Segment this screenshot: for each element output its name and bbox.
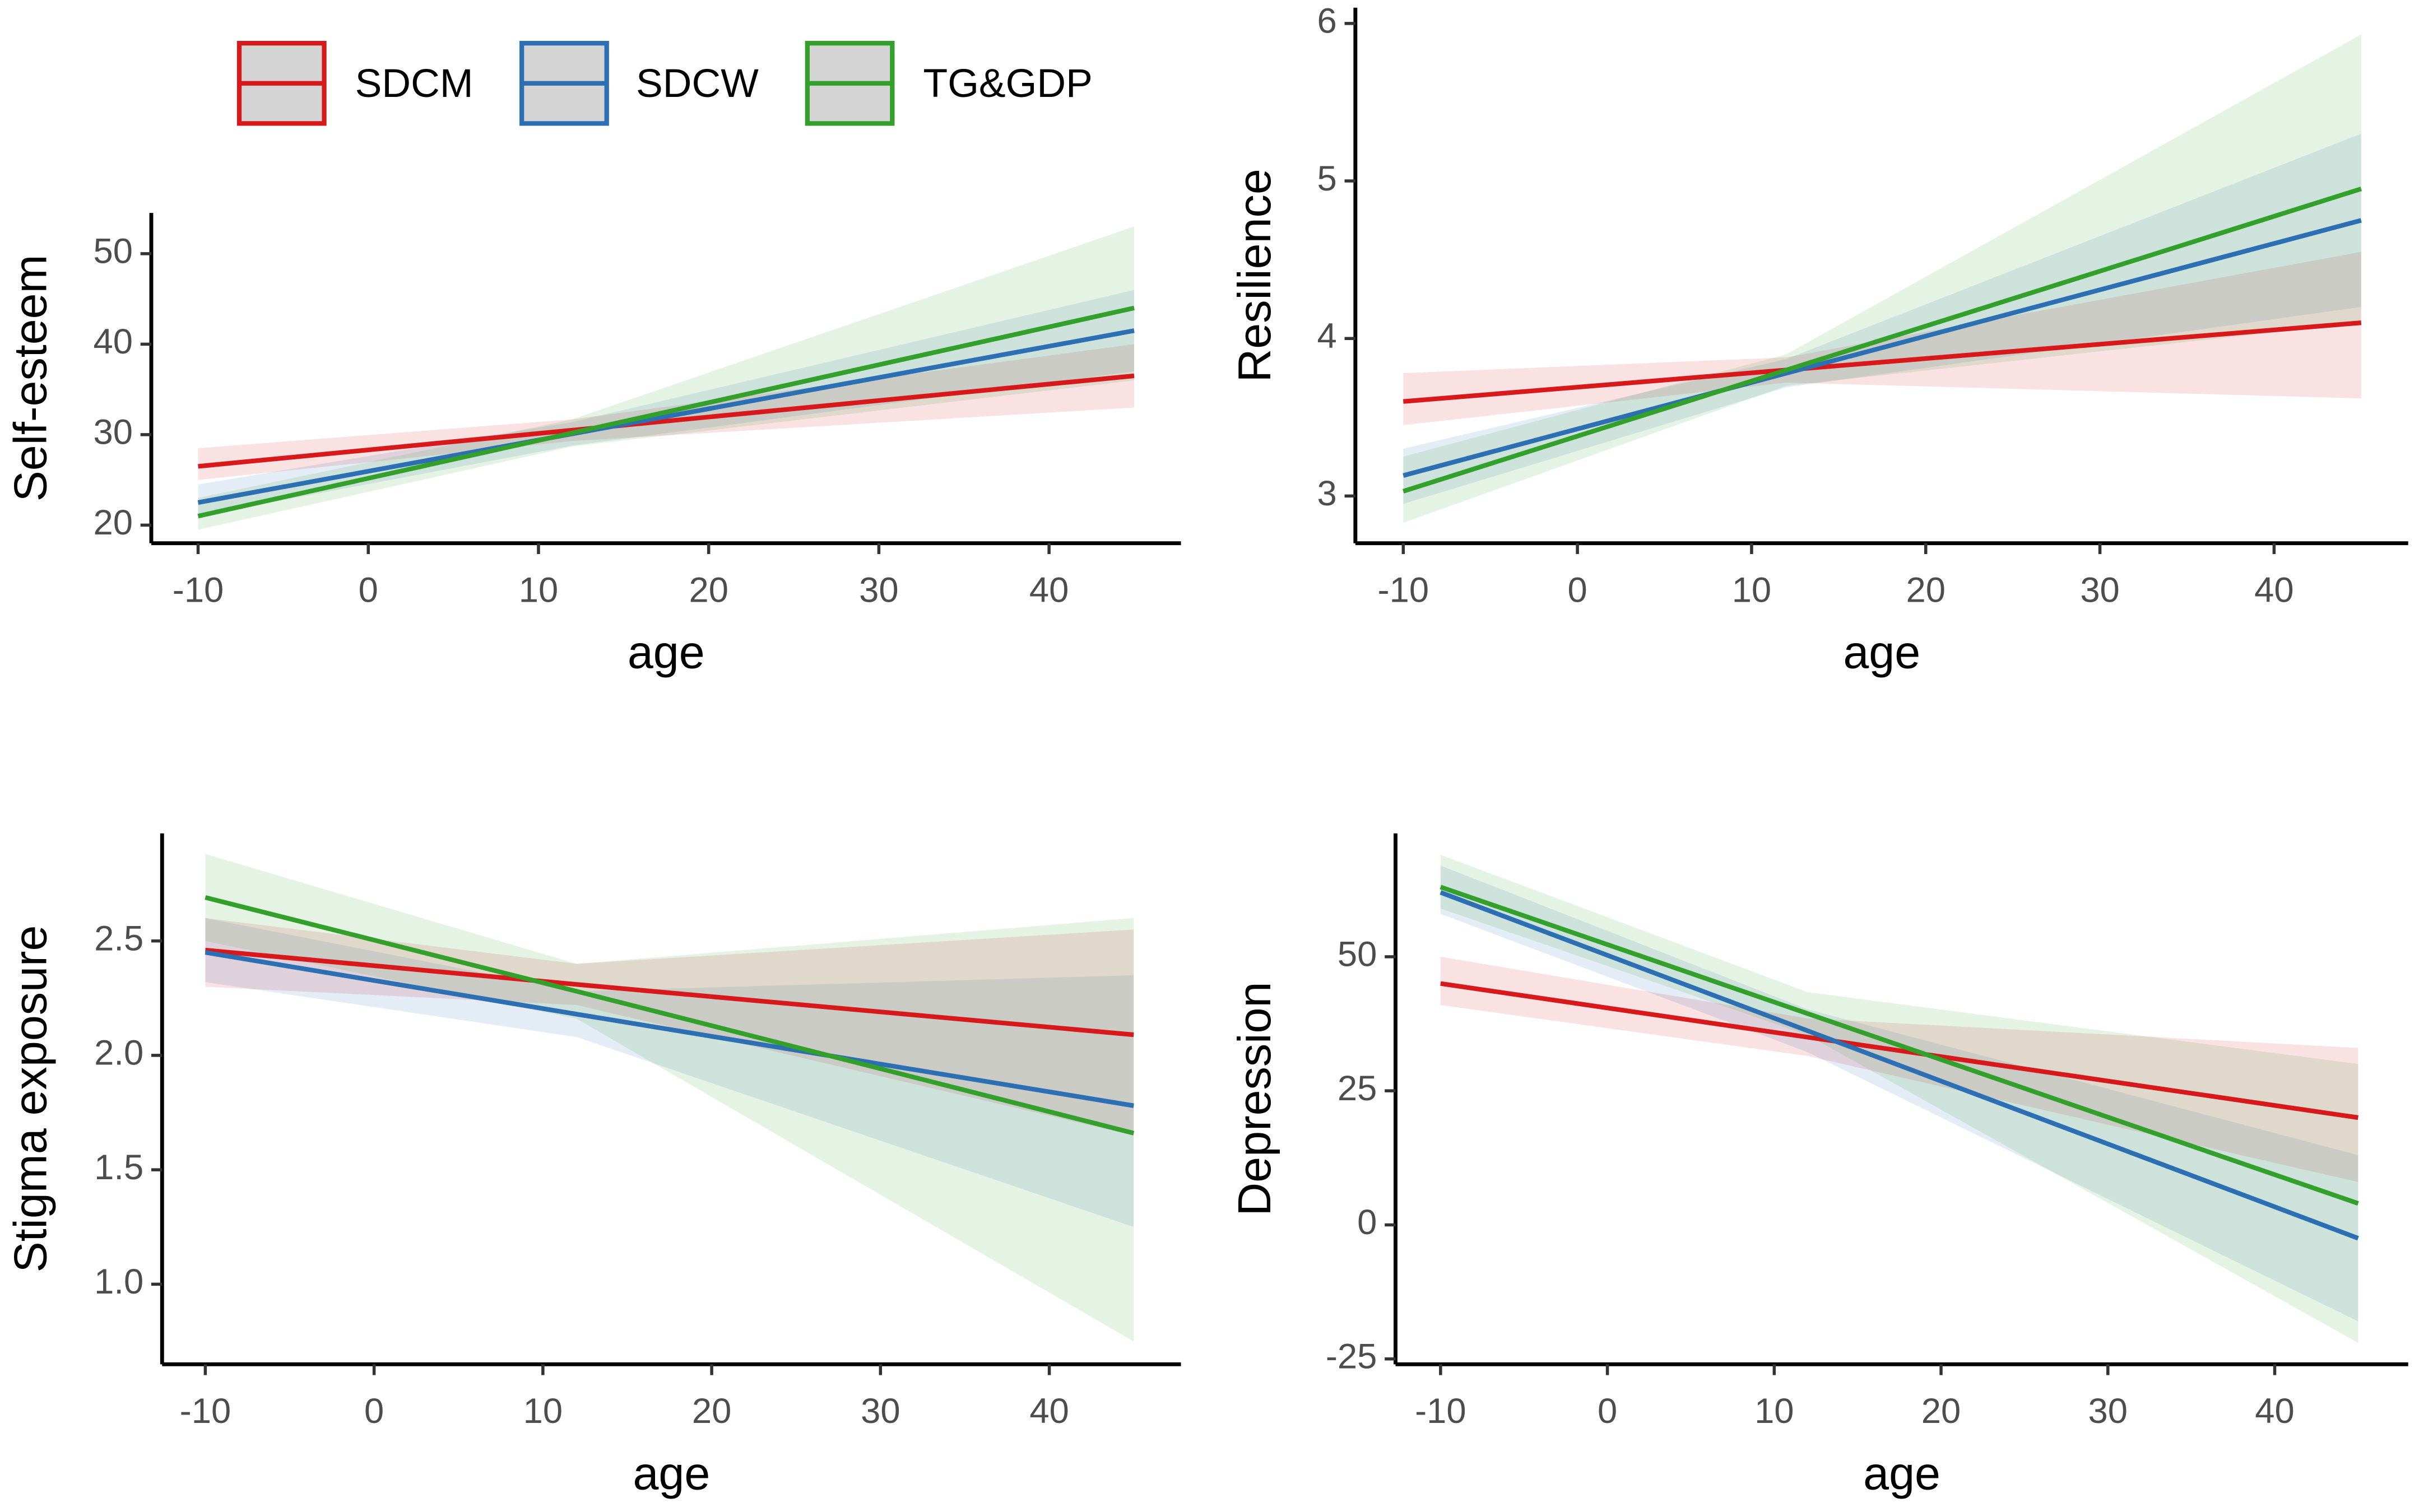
legend-label: SDCM [355, 61, 473, 106]
x-tick-label: 20 [1921, 1392, 1961, 1431]
x-axis-title: age [633, 1447, 710, 1499]
trend-line [205, 895, 1135, 1136]
y-tick-label: 50 [93, 232, 132, 271]
x-axis-title: age [1863, 1447, 1940, 1499]
x-tick-label: 0 [1598, 1392, 1617, 1431]
x-tick-label: 20 [689, 571, 728, 610]
trend-line [205, 950, 1134, 1108]
trend-line [1440, 890, 2359, 1241]
x-axis-title: age [1843, 626, 1920, 678]
confidence-band [1403, 34, 2361, 523]
x-tick-label: 30 [861, 1392, 900, 1431]
legend: SDCM SDCW TG&GDP [236, 41, 1093, 126]
y-axis-title: Self-esteem [4, 255, 56, 502]
x-tick-label: -10 [1378, 571, 1429, 610]
y-tick-label: 2.5 [94, 919, 143, 958]
y-tick-label: 3 [1317, 474, 1337, 513]
x-tick-label: 30 [2080, 571, 2119, 610]
y-tick-label: 40 [93, 322, 132, 361]
x-tick-label: 40 [2254, 571, 2293, 610]
x-tick-label: 30 [859, 571, 898, 610]
y-tick-label: 25 [1338, 1069, 1377, 1108]
x-tick-label: 10 [1732, 571, 1771, 610]
y-tick-label: 50 [1338, 935, 1377, 974]
x-tick-label: 40 [2255, 1392, 2294, 1431]
x-axis-title: age [628, 626, 705, 678]
y-axis-title: Resilience [1228, 169, 1280, 382]
x-tick-label: 40 [1029, 571, 1069, 610]
legend-label: SDCW [636, 61, 759, 106]
y-tick-label: 5 [1317, 159, 1337, 198]
x-tick-label: 40 [1029, 1392, 1069, 1431]
confidence-band [198, 226, 1135, 530]
confidence-band [205, 854, 1134, 1342]
y-axis-title: Stigma exposure [4, 925, 56, 1272]
x-tick-label: 10 [519, 571, 558, 610]
y-tick-label: 1.5 [94, 1148, 143, 1187]
trend-line [1403, 218, 2362, 478]
y-axis-title: Depression [1228, 982, 1280, 1216]
trend-line [1403, 187, 2362, 494]
legend-label: TG&GDP [923, 61, 1092, 106]
x-tick-label: -10 [1415, 1392, 1466, 1431]
x-tick-label: 30 [2088, 1392, 2128, 1431]
x-tick-label: -10 [173, 571, 224, 610]
x-tick-label: 20 [1906, 571, 1946, 610]
y-tick-label: 20 [93, 503, 132, 542]
y-tick-label: 2.0 [94, 1034, 143, 1073]
panel: -10 0 10 20 30 40 -25 0 25 50 age Depression [1228, 833, 2408, 1499]
trend-line [197, 305, 1135, 519]
y-tick-label: 1.0 [94, 1262, 143, 1301]
trend-line [1440, 981, 2358, 1120]
x-tick-label: 0 [364, 1392, 384, 1431]
panel: -10 0 10 20 30 40 3 4 5 6 age Resilience [1228, 2, 2408, 678]
y-tick-label: 4 [1317, 317, 1337, 356]
y-tick-label: 6 [1317, 2, 1337, 41]
panel: -10 0 10 20 30 40 1.0 1.5 2.0 2.5 age Stigma exposu… [4, 833, 1181, 1499]
x-tick-label: 20 [692, 1392, 731, 1431]
y-tick-label: -25 [1326, 1337, 1377, 1376]
x-tick-label: 10 [523, 1392, 563, 1431]
confidence-band [205, 918, 1134, 1227]
trend-line [205, 947, 1134, 1038]
panel: -10 0 10 20 30 40 20 30 40 50 age Self-esteem [4, 213, 1181, 678]
x-tick-label: 10 [1754, 1392, 1794, 1431]
trend-line [198, 373, 1135, 469]
x-tick-label: -10 [180, 1392, 231, 1431]
trend-line [197, 328, 1135, 505]
y-tick-label: 30 [93, 413, 132, 452]
x-tick-label: 0 [1568, 571, 1587, 610]
y-tick-label: 0 [1357, 1203, 1377, 1242]
trend-line [1440, 885, 2359, 1206]
x-tick-label: 0 [359, 571, 378, 610]
